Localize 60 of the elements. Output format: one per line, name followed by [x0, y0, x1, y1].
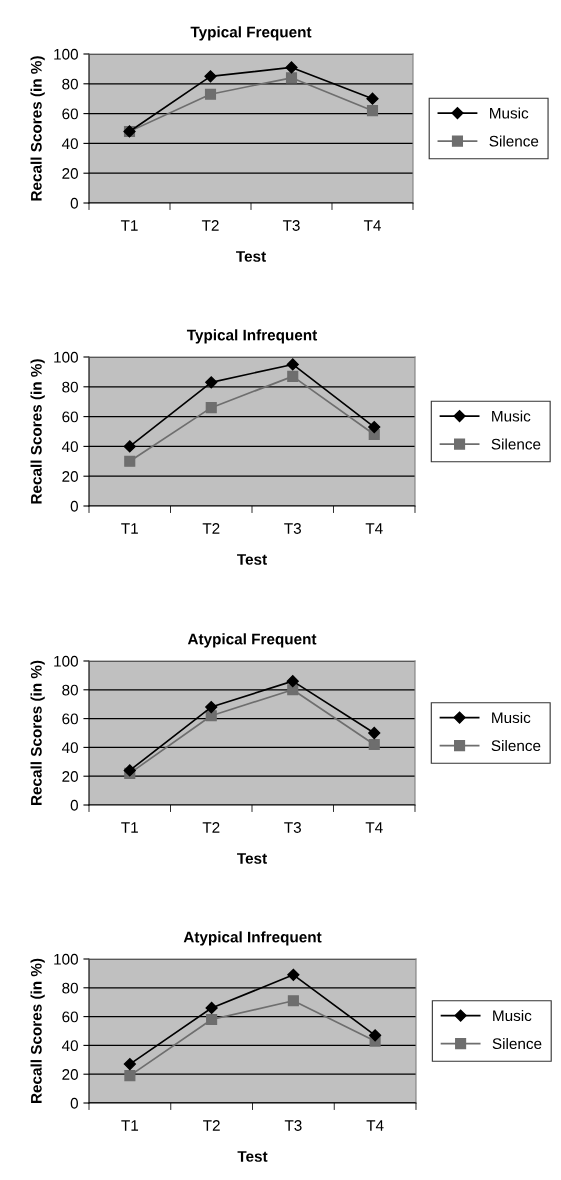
x-tick-label: T3	[284, 523, 301, 534]
y-tick-label: 60	[62, 108, 78, 120]
x-tick-label: T3	[284, 1120, 302, 1131]
legend-label: Music	[493, 1009, 532, 1022]
y-axis-title: Recall Scores (in %)	[30, 56, 45, 201]
x-tick-label: T2	[202, 822, 220, 833]
y-tick-label: 80	[62, 381, 78, 393]
x-axis-title: Test	[237, 554, 267, 565]
x-tick-label: T4	[363, 220, 381, 231]
x-tick-label: T4	[365, 822, 383, 833]
y-tick-label: 0	[70, 500, 78, 512]
legend-label: Music	[492, 410, 531, 422]
x-tick-label: T1	[120, 220, 138, 231]
x-tick-label: T2	[202, 523, 220, 534]
y-tick-label: 100	[54, 351, 78, 363]
y-tick-label: 80	[62, 684, 78, 696]
y-tick-label: 60	[62, 1011, 78, 1023]
y-axis-title: Recall Scores (in %)	[30, 958, 45, 1103]
y-tick-label: 20	[62, 471, 78, 482]
y-tick-label: 60	[62, 713, 78, 725]
legend-label: Music	[490, 107, 529, 119]
x-tick-label: T4	[365, 523, 383, 534]
legend-label: Silence	[491, 739, 541, 752]
y-tick-label: 40	[61, 138, 78, 150]
x-axis-title: Test	[236, 251, 266, 262]
x-axis-title: Test	[237, 853, 267, 864]
y-tick-label: 80	[62, 78, 78, 90]
x-tick-label: T1	[121, 822, 138, 833]
chart-title: Atypical Infrequent	[183, 931, 322, 946]
x-tick-label: T1	[121, 523, 138, 534]
x-tick-label: T4	[366, 1120, 384, 1131]
x-axis-title: Test	[237, 1151, 268, 1162]
y-tick-label: 20	[62, 1069, 78, 1080]
x-tick-label: T3	[282, 220, 300, 231]
legend-label: Silence	[491, 438, 541, 450]
y-tick-label: 100	[54, 953, 78, 965]
y-tick-label: 0	[70, 1097, 78, 1109]
y-tick-label: 0	[70, 799, 78, 811]
legend-label: Silence	[492, 1037, 542, 1050]
legend-label: Music	[492, 711, 531, 724]
y-tick-label: 40	[61, 441, 78, 453]
x-tick-label: T1	[121, 1120, 139, 1131]
y-tick-label: 100	[54, 655, 78, 667]
y-tick-label: 60	[62, 411, 78, 423]
y-tick-label: 40	[61, 1040, 78, 1052]
y-tick-label: 20	[62, 168, 78, 179]
y-tick-label: 80	[62, 982, 78, 994]
y-tick-label: 0	[70, 197, 78, 209]
x-tick-label: T2	[203, 1120, 220, 1131]
y-tick-label: 100	[54, 48, 78, 60]
legend-label: Silence	[489, 135, 539, 147]
chart-title: Typical Frequent	[190, 26, 312, 41]
x-tick-label: T2	[201, 220, 219, 231]
y-axis-title: Recall Scores (in %)	[30, 660, 45, 805]
chart-title: Typical Infrequent	[186, 329, 318, 344]
x-tick-label: T3	[284, 822, 301, 833]
y-axis-title: Recall Scores (in %)	[30, 359, 45, 504]
chart-title: Atypical Frequent	[187, 633, 317, 648]
y-tick-label: 20	[62, 771, 78, 782]
y-tick-label: 40	[61, 742, 78, 754]
